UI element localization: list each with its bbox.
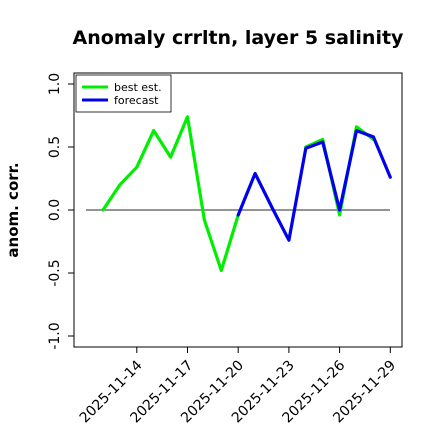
series-line-best-est [304, 125, 375, 217]
y-tick-label: 1.0 [47, 73, 63, 95]
series-line-forecast [236, 129, 392, 242]
legend: best est. forecast [75, 74, 172, 113]
y-tick-label: -1.0 [47, 322, 63, 349]
legend-label-forecast: forecast [114, 94, 159, 107]
legend-label-best-est: best est. [114, 81, 162, 94]
y-tick-label: 0.0 [47, 199, 63, 221]
x-axis: 2025-11-142025-11-172025-11-202025-11-23… [77, 347, 399, 426]
y-tick-label: -0.5 [47, 259, 63, 286]
y-axis-label: anom. corr. [4, 162, 22, 257]
series-line-best-est [101, 115, 240, 273]
y-tick-label: 0.5 [47, 136, 63, 158]
series-group [101, 115, 392, 273]
y-axis: -1.0 -0.5 0.0 0.5 1.0 [47, 73, 74, 350]
legend-box [75, 74, 172, 113]
chart-title: Anomaly crrltn, layer 5 salinity [73, 27, 404, 49]
